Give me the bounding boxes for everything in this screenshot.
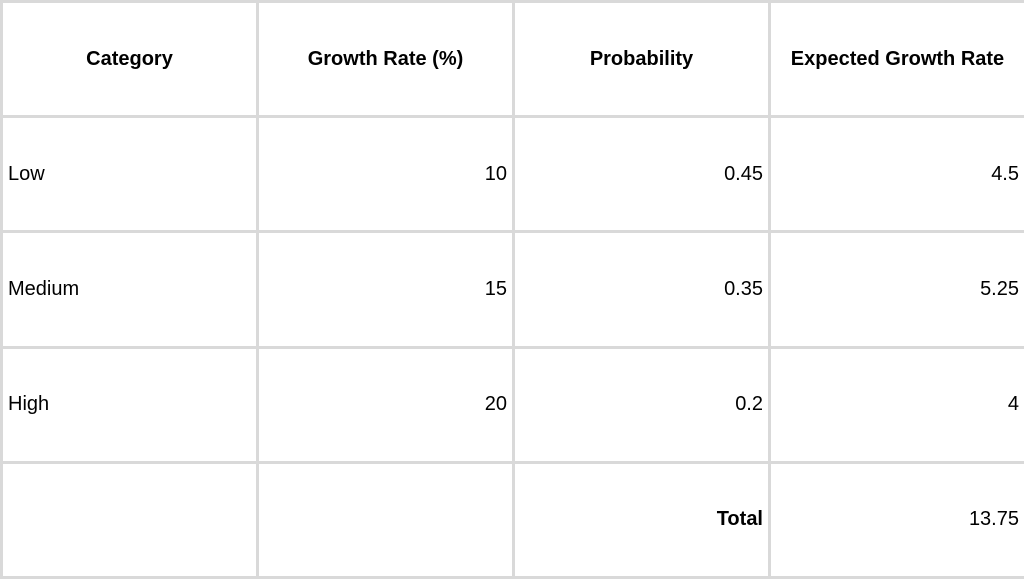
total-value[interactable]: 13.75	[768, 460, 1024, 579]
cell-growth-rate[interactable]: 20	[256, 345, 515, 464]
header-row: Category Growth Rate (%) Probability Exp…	[0, 0, 1024, 119]
cell-growth-rate[interactable]: 10	[256, 115, 515, 234]
cell-expected[interactable]: 5.25	[768, 230, 1024, 349]
header-expected-growth-rate[interactable]: Expected Growth Rate	[768, 0, 1024, 119]
table-row: Medium 15 0.35 5.25	[0, 230, 1024, 349]
cell-category[interactable]: Medium	[0, 230, 259, 349]
total-row: Total 13.75	[0, 460, 1024, 579]
cell-probability[interactable]: 0.2	[512, 345, 771, 464]
total-label[interactable]: Total	[512, 460, 771, 579]
table-row: High 20 0.2 4	[0, 345, 1024, 464]
cell-category[interactable]: Low	[0, 115, 259, 234]
cell-expected[interactable]: 4	[768, 345, 1024, 464]
cell-empty[interactable]	[0, 460, 259, 579]
header-probability[interactable]: Probability	[512, 0, 771, 119]
table-row: Low 10 0.45 4.5	[0, 115, 1024, 234]
header-category[interactable]: Category	[0, 0, 259, 119]
cell-category[interactable]: High	[0, 345, 259, 464]
cell-empty[interactable]	[256, 460, 515, 579]
cell-probability[interactable]: 0.45	[512, 115, 771, 234]
cell-expected[interactable]: 4.5	[768, 115, 1024, 234]
cell-growth-rate[interactable]: 15	[256, 230, 515, 349]
header-growth-rate[interactable]: Growth Rate (%)	[256, 0, 515, 119]
cell-probability[interactable]: 0.35	[512, 230, 771, 349]
